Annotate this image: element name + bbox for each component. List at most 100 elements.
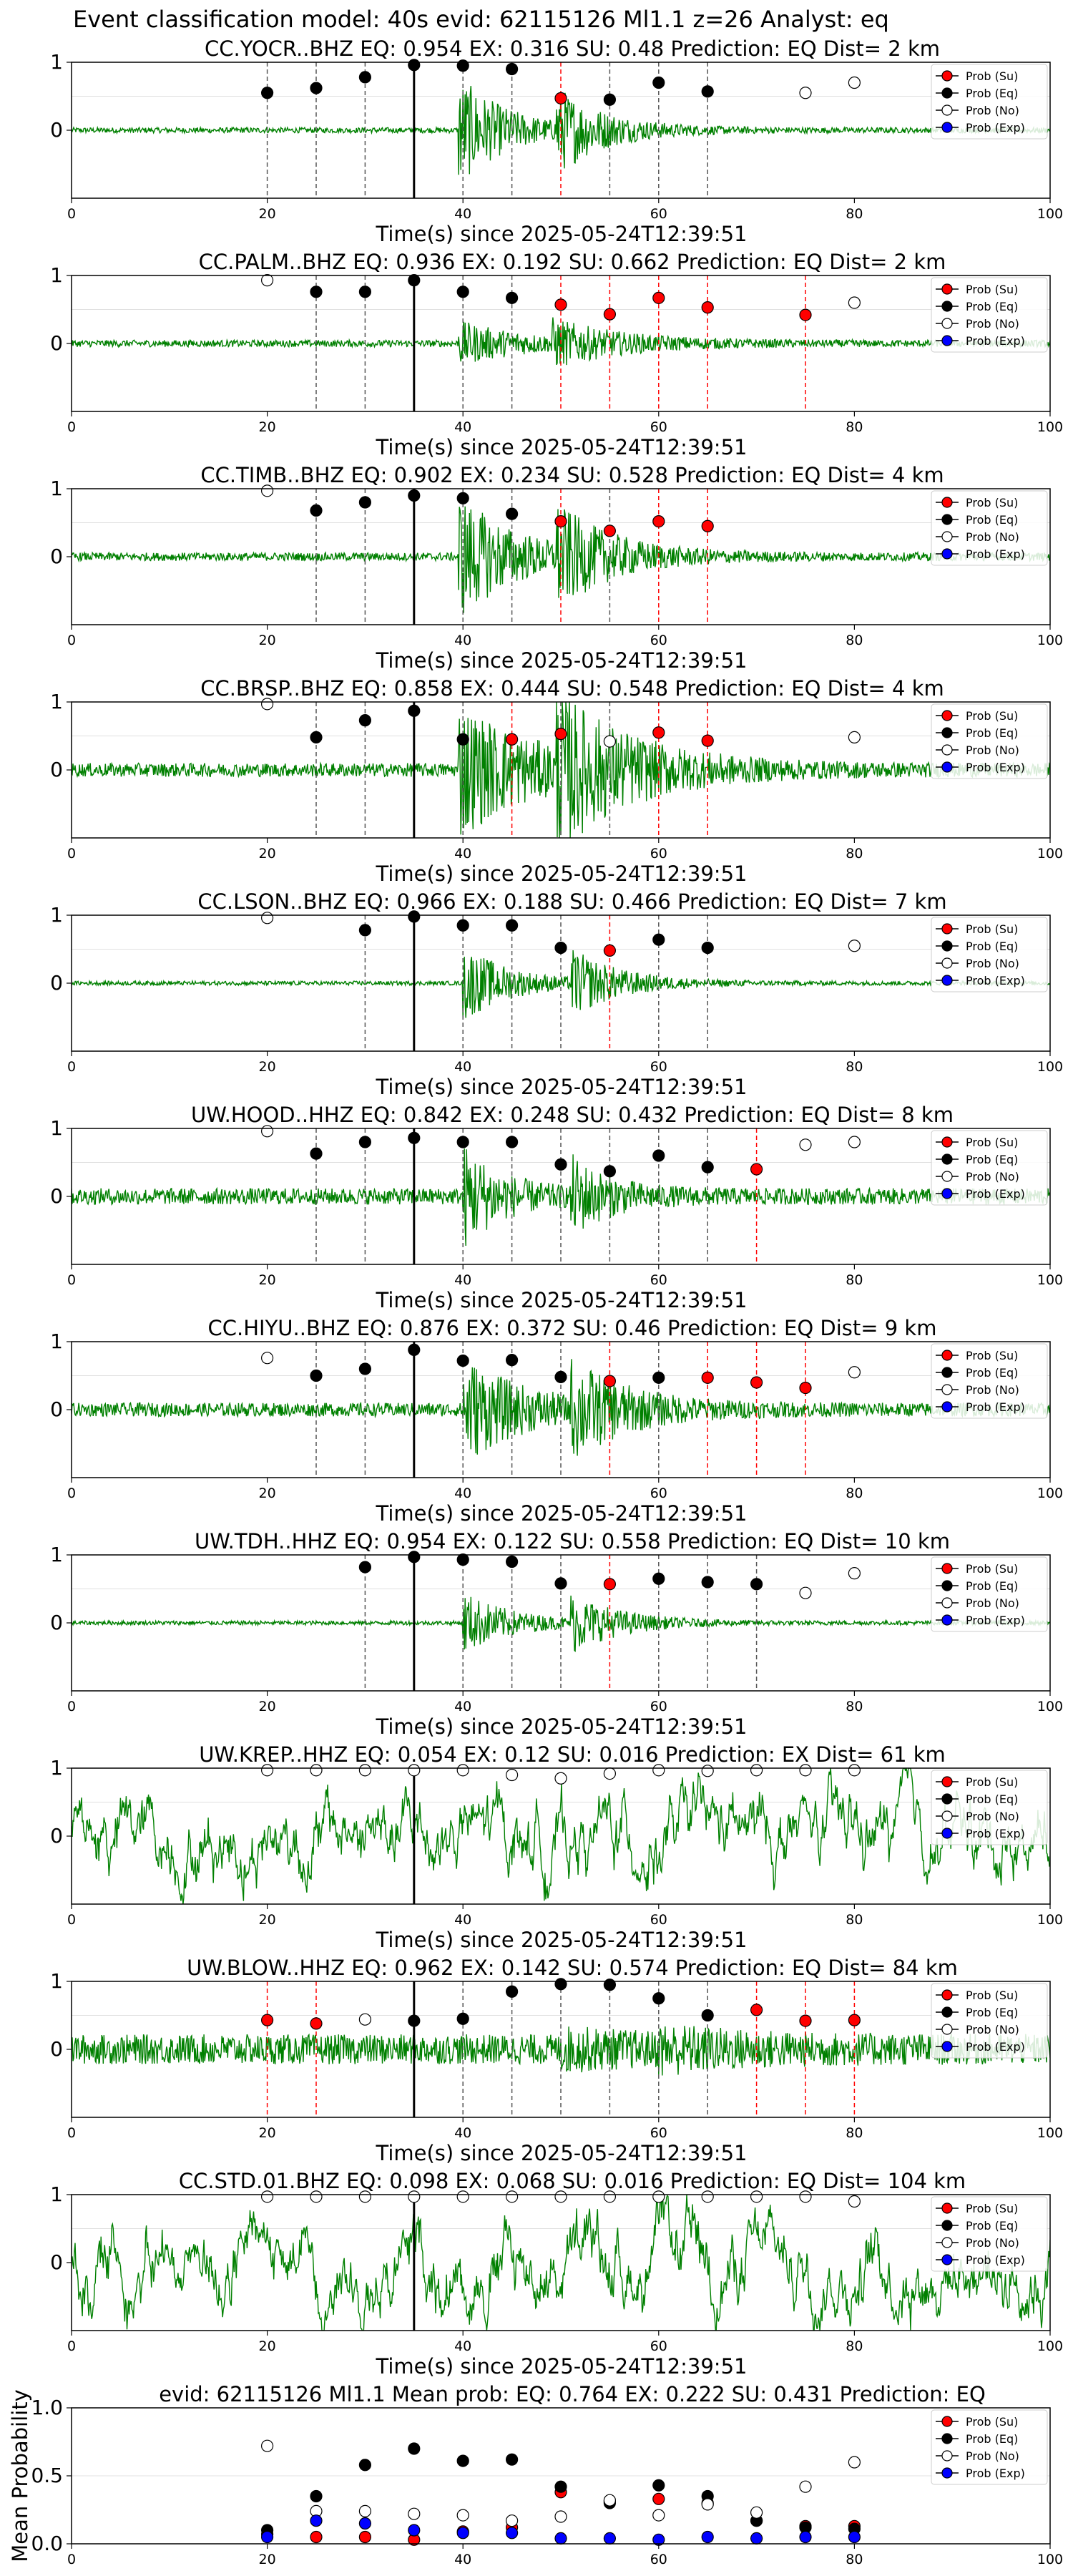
point-no [505, 2514, 519, 2527]
legend-marker [941, 2433, 953, 2444]
point-exp [310, 2514, 323, 2527]
point-no [603, 2190, 617, 2203]
point-eq [652, 933, 665, 946]
legend-marker [941, 318, 953, 329]
x-tick-label: 20 [259, 1912, 276, 1928]
point-su [701, 734, 714, 747]
point-eq [310, 1147, 323, 1160]
point-su [799, 1381, 812, 1395]
legend-box [931, 277, 1048, 353]
y-tick-label: 1 [50, 1330, 63, 1353]
point-eq [310, 504, 323, 517]
legend-label: Prob (Eq) [966, 726, 1018, 740]
subplot-cc-yocr--bhz: 0 20 40 60 80 100 1 0 CC.YOCR..BHZ EQ: 0.954 EX:… [50, 36, 1063, 246]
legend: Prob (Su) Prob (Eq) Prob (No) Prob (Exp) [931, 703, 1048, 779]
legend-label: Prob (Exp) [966, 2253, 1025, 2267]
x-tick-label: 20 [259, 419, 276, 435]
legend-box [931, 1556, 1048, 1632]
y-tick-label: 0 [50, 1184, 63, 1208]
point-eq [652, 1572, 665, 1585]
point-eq [505, 1985, 519, 1998]
y-tick-label: 0 [50, 1611, 63, 1634]
legend-marker [941, 335, 953, 346]
legend-box [931, 490, 1048, 566]
legend-marker [941, 1828, 953, 1839]
x-tick-label: 20 [259, 846, 276, 862]
legend: Prob (Su) Prob (Eq) Prob (No) Prob (Exp) [931, 1983, 1048, 2059]
point-no [261, 2439, 274, 2452]
point-su [505, 733, 519, 746]
y-tick-label: 1 [50, 903, 63, 927]
legend-label: Prob (Exp) [966, 121, 1025, 135]
x-axis-label: Time(s) since 2025-05-24T12:39:51 [376, 1714, 748, 1739]
legend-label: Prob (Exp) [966, 2467, 1025, 2480]
point-no [261, 2190, 274, 2203]
x-tick-label: 60 [650, 633, 667, 648]
x-tick-label: 0 [67, 2338, 76, 2354]
x-tick-label: 40 [454, 1272, 471, 1288]
subplot-cc-brsp--bhz: 0 20 40 60 80 100 1 0 CC.BRSP..BHZ EQ: 0.858 EX:… [50, 676, 1063, 886]
legend-label: Prob (Eq) [966, 2432, 1018, 2446]
point-no [554, 2190, 567, 2203]
legend: Prob (Su) Prob (Eq) Prob (No) Prob (Exp) [931, 1130, 1048, 1206]
point-exp [701, 2530, 714, 2544]
point-no [750, 2190, 763, 2203]
y-tick-label: 1 [50, 1756, 63, 1780]
subplot-title: CC.PALM..BHZ EQ: 0.936 EX: 0.192 SU: 0.6… [199, 250, 946, 274]
point-eq [456, 2012, 469, 2025]
legend-label: Prob (Su) [966, 709, 1018, 723]
point-eq [701, 1576, 714, 1589]
y-tick-label: 1 [50, 690, 63, 713]
x-tick-label: 80 [846, 206, 863, 222]
point-no [848, 940, 861, 952]
subplot-title: UW.BLOW..HHZ EQ: 0.962 EX: 0.142 SU: 0.5… [187, 1956, 958, 1980]
x-tick-label: 0 [67, 419, 76, 435]
point-eq [505, 62, 519, 76]
x-tick-label: 40 [454, 2552, 471, 2567]
point-eq [456, 1553, 469, 1566]
subplot-title: CC.TIMB..BHZ EQ: 0.902 EX: 0.234 SU: 0.5… [200, 463, 944, 487]
point-eq [652, 1992, 665, 2005]
waveform-trace [72, 2195, 1050, 2331]
legend-label: Prob (Exp) [966, 1614, 1025, 1627]
x-axis-label: Time(s) since 2025-05-24T12:39:51 [376, 1075, 748, 1099]
legend: Prob (Su) Prob (Eq) Prob (No) Prob (Exp) [931, 1556, 1048, 1632]
x-axis-label: Time(s) since 2025-05-24T12:39:51 [376, 1501, 748, 1526]
y-tick-label: 1 [50, 477, 63, 500]
legend: Prob (Su) Prob (Eq) Prob (No) Prob (Exp) [931, 1343, 1048, 1419]
legend-label: Prob (Eq) [966, 2219, 1018, 2233]
x-tick-label: 60 [650, 2552, 667, 2567]
legend-label: Prob (Exp) [966, 974, 1025, 987]
point-eq [261, 87, 274, 99]
y-tick-label: 1 [50, 263, 63, 287]
legend-marker [941, 1810, 953, 1822]
legend-label: Prob (Exp) [966, 1187, 1025, 1201]
legend-marker [941, 1401, 953, 1413]
point-no [456, 2190, 469, 2203]
x-tick-label: 80 [846, 633, 863, 648]
legend-label: Prob (Exp) [966, 547, 1025, 561]
legend-box [931, 2196, 1048, 2272]
point-no [848, 1764, 861, 1777]
point-eq [358, 71, 371, 84]
x-tick-label: 0 [67, 206, 76, 222]
point-no [261, 1352, 274, 1365]
subplot-cc-hiyu--bhz: 0 20 40 60 80 100 1 0 CC.HIYU..BHZ EQ: 0.876 EX:… [50, 1316, 1063, 1526]
point-no [848, 2195, 861, 2208]
waveform-trace [72, 950, 1050, 1018]
subplot-title: CC.HIYU..BHZ EQ: 0.876 EX: 0.372 SU: 0.4… [208, 1316, 937, 1340]
point-eq [408, 489, 421, 502]
point-eq [456, 919, 469, 932]
point-no [505, 2190, 519, 2203]
point-eq [505, 1354, 519, 1367]
point-eq [554, 1370, 567, 1384]
legend-marker [941, 514, 953, 525]
y-tick-label: 0 [50, 331, 63, 355]
point-no [408, 1764, 421, 1777]
x-tick-label: 80 [846, 2125, 863, 2141]
legend-marker [941, 1597, 953, 1609]
point-eq [505, 919, 519, 932]
x-tick-label: 0 [67, 1912, 76, 1928]
legend-label: Prob (Su) [966, 496, 1018, 509]
point-no [358, 1764, 371, 1777]
